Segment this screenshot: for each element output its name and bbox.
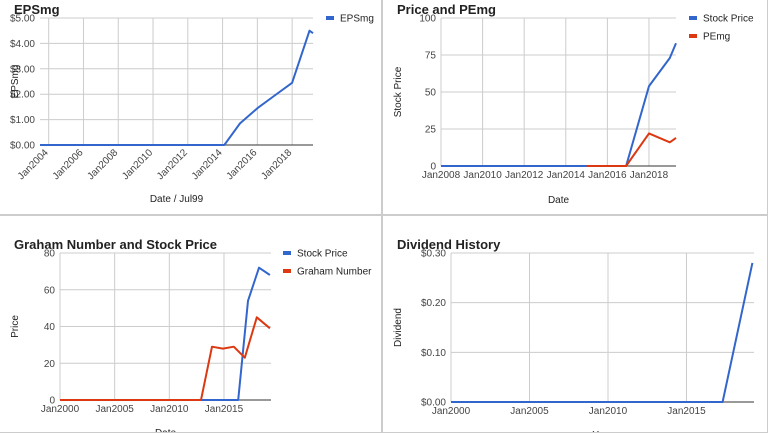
x-tick-label: Jan2010 [463,170,502,181]
x-axis-label: Year [592,430,613,433]
x-axis-label: Date [155,428,177,433]
series-line-stock-price [441,42,677,167]
y-tick-label: 75 [425,51,437,62]
series-line-graham-number [60,316,271,401]
x-tick-label: Jan2010 [589,406,628,417]
x-tick-label: Jan2005 [95,404,134,415]
y-tick-label: 80 [44,249,56,260]
x-tick-label: Jan2005 [510,406,549,417]
y-axis-label: EPSmg [10,65,21,99]
x-tick-label: Jan2004 [16,147,51,182]
y-tick-label: $2.00 [10,90,35,101]
x-tick-label: Jan2016 [225,147,260,182]
chart-title: Graham Number and Stock Price [14,237,217,252]
y-axis-label: Dividend [393,308,404,347]
x-tick-label: Jan2008 [422,170,461,181]
legend-label: PEmg [703,32,730,43]
y-tick-label: 20 [44,359,56,370]
x-tick-label: Jan2012 [155,147,190,182]
x-tick-label: Jan2018 [259,147,294,182]
eps-chart: EPSmg $0.00 $1.00 $2.00 $3.00 $4.00 $5.00 Jan20… [10,2,374,205]
legend-label: Graham Number [297,267,372,278]
x-tick-label: Jan2015 [667,406,706,417]
legend-label: Stock Price [297,249,348,260]
x-tick-label: Jan2014 [190,147,225,182]
x-tick-label: Jan2010 [120,147,155,182]
chart-title: Price and PEmg [397,2,496,17]
y-tick-label: $0.20 [421,298,446,309]
legend-label: Stock Price [703,14,754,25]
y-tick-label: $4.00 [10,39,35,50]
y-tick-label: 0 [49,396,55,407]
graham-chart: Graham Number and Stock Price 0 20 40 60 80 Ja… [10,237,372,433]
x-tick-label: Jan2010 [150,404,189,415]
y-tick-label: $3.00 [10,64,35,75]
x-tick-label: Jan2014 [547,170,586,181]
price-pe-chart-panel: Price and PEmg 0 25 50 75 100 Jan2008 Jan2010 Ja… [382,0,768,215]
chart-title: EPSmg [14,2,60,17]
y-tick-label: $1.00 [10,115,35,126]
y-tick-label: 100 [419,14,436,25]
y-tick-label: $5.00 [10,14,35,25]
legend-label: EPSmg [340,14,374,25]
x-tick-label: Jan2000 [41,404,80,415]
x-tick-label: Jan2008 [85,147,120,182]
dividend-chart: Dividend History $0.00 $0.10 $0.20 $0.30 Jan2… [393,237,754,433]
series-line-stock-price [60,266,271,401]
chart-title: Dividend History [397,237,501,252]
x-tick-label: Jan2006 [51,147,86,182]
series-line-epsmg [40,29,314,146]
y-axis-label: Stock Price [393,66,404,117]
y-tick-label: $0.30 [421,249,446,260]
x-tick-label: Jan2016 [588,170,627,181]
y-tick-label: 25 [425,125,437,136]
x-tick-label: Jan2000 [432,406,471,417]
dividend-chart-panel: Dividend History $0.00 $0.10 $0.20 $0.30 Jan2… [382,215,768,433]
x-tick-label: Jan2018 [630,170,669,181]
y-tick-label: $0.00 [10,141,35,152]
y-tick-label: 60 [44,285,56,296]
eps-chart-panel: EPSmg $0.00 $1.00 $2.00 $3.00 $4.00 $5.00 Jan20… [0,0,382,215]
series-line-pemg [586,132,677,167]
x-tick-label: Jan2015 [205,404,244,415]
graham-chart-panel: Graham Number and Stock Price 0 20 40 60 80 Ja… [0,215,382,433]
x-axis-label: Date / Jul99 [150,194,204,205]
y-tick-label: 50 [425,88,437,99]
y-tick-label: $0.10 [421,348,446,359]
y-axis-label: Price [10,315,21,338]
x-axis-label: Date [548,195,570,206]
x-tick-label: Jan2012 [505,170,544,181]
y-tick-label: 0 [430,162,436,173]
series-line-series-0 [451,262,754,403]
y-tick-label: $0.00 [421,398,446,409]
y-tick-label: 40 [44,322,56,333]
